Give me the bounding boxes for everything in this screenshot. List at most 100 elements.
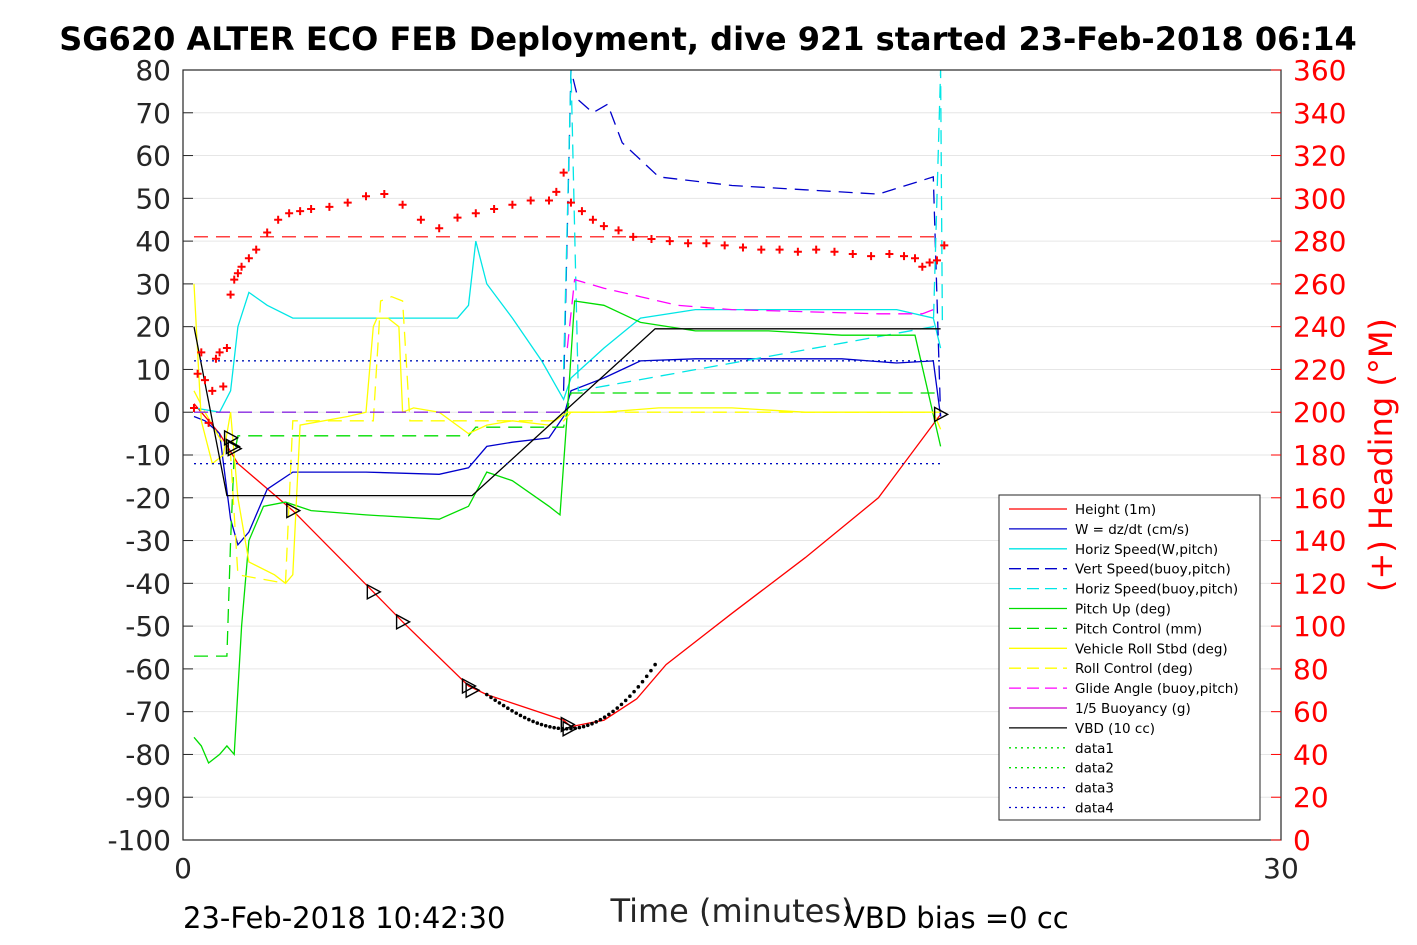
axes: -100-90-80-70-60-50-40-30-20-10010203040… (107, 54, 1346, 885)
heading-point (296, 207, 305, 216)
height-dot (489, 695, 493, 700)
legend-label: Pitch Up (deg) (1075, 602, 1171, 618)
height-dot (619, 702, 624, 707)
right-tick-label: 260 (1293, 268, 1346, 301)
height-dot (577, 725, 582, 730)
legend-label: Height (1m) (1075, 502, 1156, 518)
height-dot (497, 701, 502, 705)
legend-label: data4 (1075, 801, 1114, 817)
series-line (193, 358, 942, 547)
heading-point (526, 196, 535, 205)
heading-point (812, 245, 821, 254)
heading-point (189, 403, 198, 412)
triangle-marker (366, 583, 382, 601)
y-tick-label: 50 (135, 182, 171, 215)
heading-point (219, 382, 228, 391)
heading-point (900, 252, 909, 261)
height-dot (632, 689, 636, 694)
heading-point (793, 247, 802, 256)
heading-point (343, 198, 352, 207)
heading-point (885, 249, 894, 258)
heading-point (307, 205, 316, 214)
y-tick-label: -60 (125, 653, 171, 686)
right-tick-label: 60 (1293, 696, 1329, 729)
heading-point (215, 348, 224, 357)
heading-point (435, 224, 444, 233)
right-tick-label: 360 (1293, 54, 1346, 87)
heading-point (830, 247, 839, 256)
series-line (193, 240, 942, 413)
y-tick-label: 10 (135, 353, 171, 386)
heading-point (416, 215, 425, 224)
right-axis-label: (+) Heading (°M) (1362, 318, 1400, 592)
right-tick-label: 300 (1293, 182, 1346, 215)
height-dot (484, 692, 489, 697)
heading-point (204, 418, 213, 427)
heading-point (775, 245, 784, 254)
height-dot (623, 698, 628, 703)
height-dot (644, 674, 649, 679)
legend-label: Roll Control (deg) (1075, 661, 1193, 677)
height-dot (615, 706, 620, 710)
height-dot (543, 723, 548, 728)
height-dot (636, 685, 641, 689)
y-tick-label: -10 (125, 439, 171, 472)
y-tick-label: 60 (135, 140, 171, 173)
right-tick-label: 160 (1293, 482, 1346, 515)
heading-point (208, 386, 217, 395)
legend-label: VBD (10 cc) (1075, 721, 1155, 737)
y-tick-label: -100 (107, 824, 171, 857)
series-line (193, 283, 942, 585)
height-dot (569, 726, 573, 731)
heading-point (599, 222, 608, 231)
height-dot (598, 717, 603, 722)
legend-label: Horiz Speed(buoy,pitch) (1075, 582, 1238, 598)
y-tick-label: -90 (125, 781, 171, 814)
right-tick-label: 40 (1293, 738, 1329, 771)
y-tick-label: -20 (125, 482, 171, 515)
heading-point (252, 245, 261, 254)
triangle-marker (225, 438, 241, 455)
heading-point (867, 252, 876, 261)
height-dot (602, 715, 607, 719)
heading-point (932, 256, 941, 265)
heading-point (285, 209, 294, 218)
heading-point (918, 262, 927, 271)
legend-label: data2 (1075, 761, 1114, 777)
height-dot (552, 725, 556, 730)
heading-point (702, 239, 711, 248)
heading-point (614, 226, 623, 235)
legend-label: Pitch Control (mm) (1075, 621, 1202, 637)
heading-point (453, 213, 462, 222)
right-tick-label: 240 (1293, 311, 1346, 344)
height-dot (653, 662, 657, 667)
heading-point (233, 269, 242, 278)
right-tick-label: 120 (1293, 567, 1346, 600)
right-tick-label: 80 (1293, 653, 1329, 686)
height-dot (640, 679, 645, 684)
legend-label: Horiz Speed(W,pitch) (1075, 542, 1218, 558)
triangle-marker (465, 682, 481, 699)
legend-label: Vehicle Roll Stbd (deg) (1075, 641, 1228, 657)
height-dot (510, 708, 514, 713)
height-dot (527, 717, 531, 722)
legend-label: Glide Angle (buoy,pitch) (1075, 681, 1239, 697)
heading-point (211, 354, 220, 363)
y-tick-label: 70 (135, 97, 171, 130)
y-tick-label: 20 (135, 311, 171, 344)
triangle-marker (461, 677, 477, 695)
heading-point (757, 245, 766, 254)
series-line (562, 69, 942, 417)
triangle-marker (227, 440, 243, 457)
heading-point (380, 190, 389, 199)
heading-point (226, 290, 235, 299)
height-dot (535, 721, 540, 725)
heading-point (940, 241, 949, 250)
heading-point (398, 200, 407, 209)
x-tick-label: 0 (174, 852, 192, 885)
height-dot (506, 706, 510, 711)
height-dot (590, 721, 594, 726)
triangle-markers (223, 406, 950, 737)
legend-label: Vert Speed(buoy,pitch) (1075, 562, 1231, 578)
heading-point (193, 369, 202, 378)
